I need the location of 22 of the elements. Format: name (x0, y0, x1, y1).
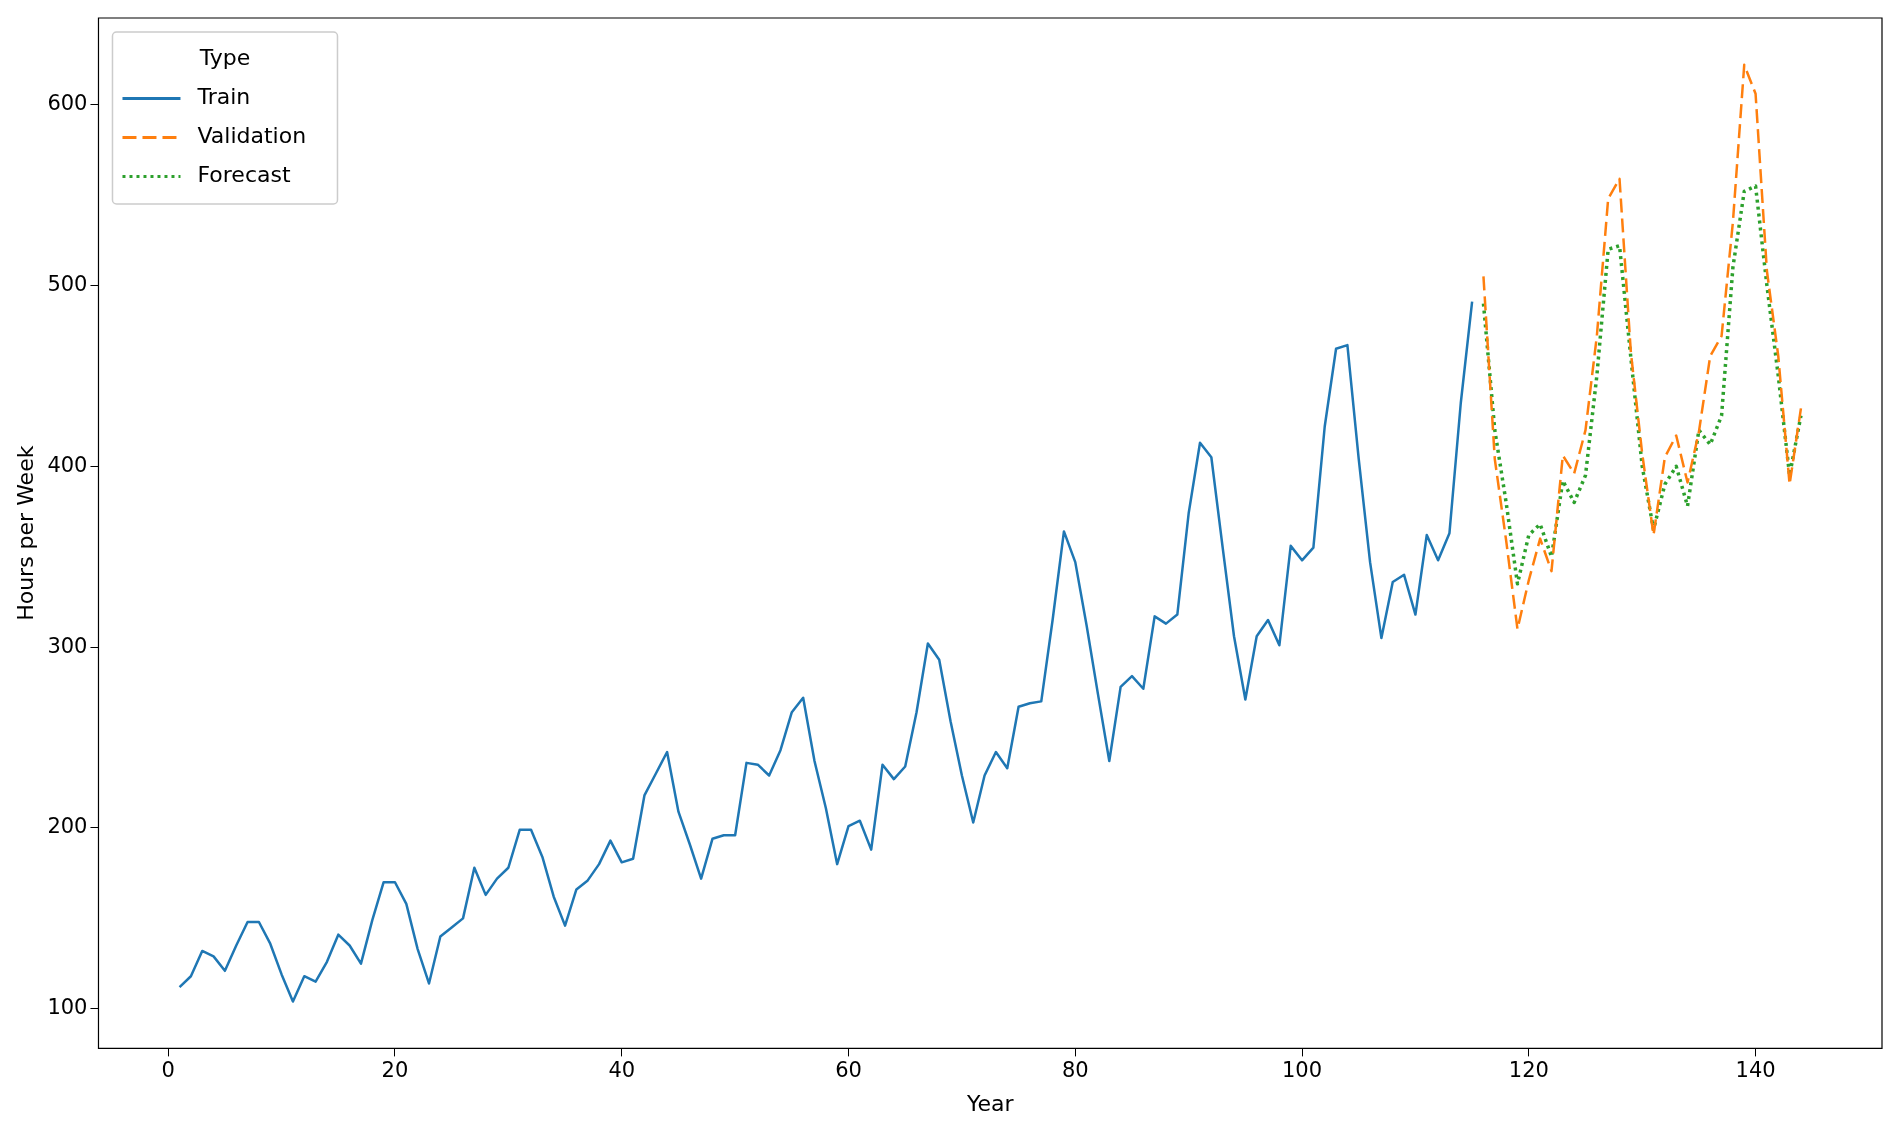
x-tick-label: 100 (1282, 1058, 1323, 1083)
line-series (1481, 184, 1803, 586)
line-series (1482, 63, 1803, 631)
y-tick-label: 300 (47, 633, 88, 658)
y-tick-label: 200 (47, 814, 88, 839)
y-tick-label: 600 (47, 91, 88, 116)
x-tick-label: 80 (1061, 1058, 1089, 1083)
legend-title: Type (198, 45, 251, 71)
legend-label: Validation (197, 123, 307, 149)
y-tick-label: 500 (47, 271, 88, 296)
x-tick-label: 140 (1735, 1058, 1776, 1083)
legend-label: Train (196, 84, 251, 110)
y-tick-label: 100 (47, 995, 88, 1020)
x-tick-label: 40 (608, 1058, 636, 1083)
y-axis-title: Hours per Week (12, 445, 38, 621)
x-axis-title: Year (965, 1090, 1015, 1116)
y-tick-label: 400 (47, 452, 88, 477)
x-tick-label: 0 (161, 1058, 175, 1083)
x-tick-label: 20 (381, 1058, 409, 1083)
legend-label: Forecast (197, 162, 291, 188)
x-tick-label: 120 (1508, 1058, 1549, 1083)
x-tick-label: 60 (835, 1058, 862, 1083)
